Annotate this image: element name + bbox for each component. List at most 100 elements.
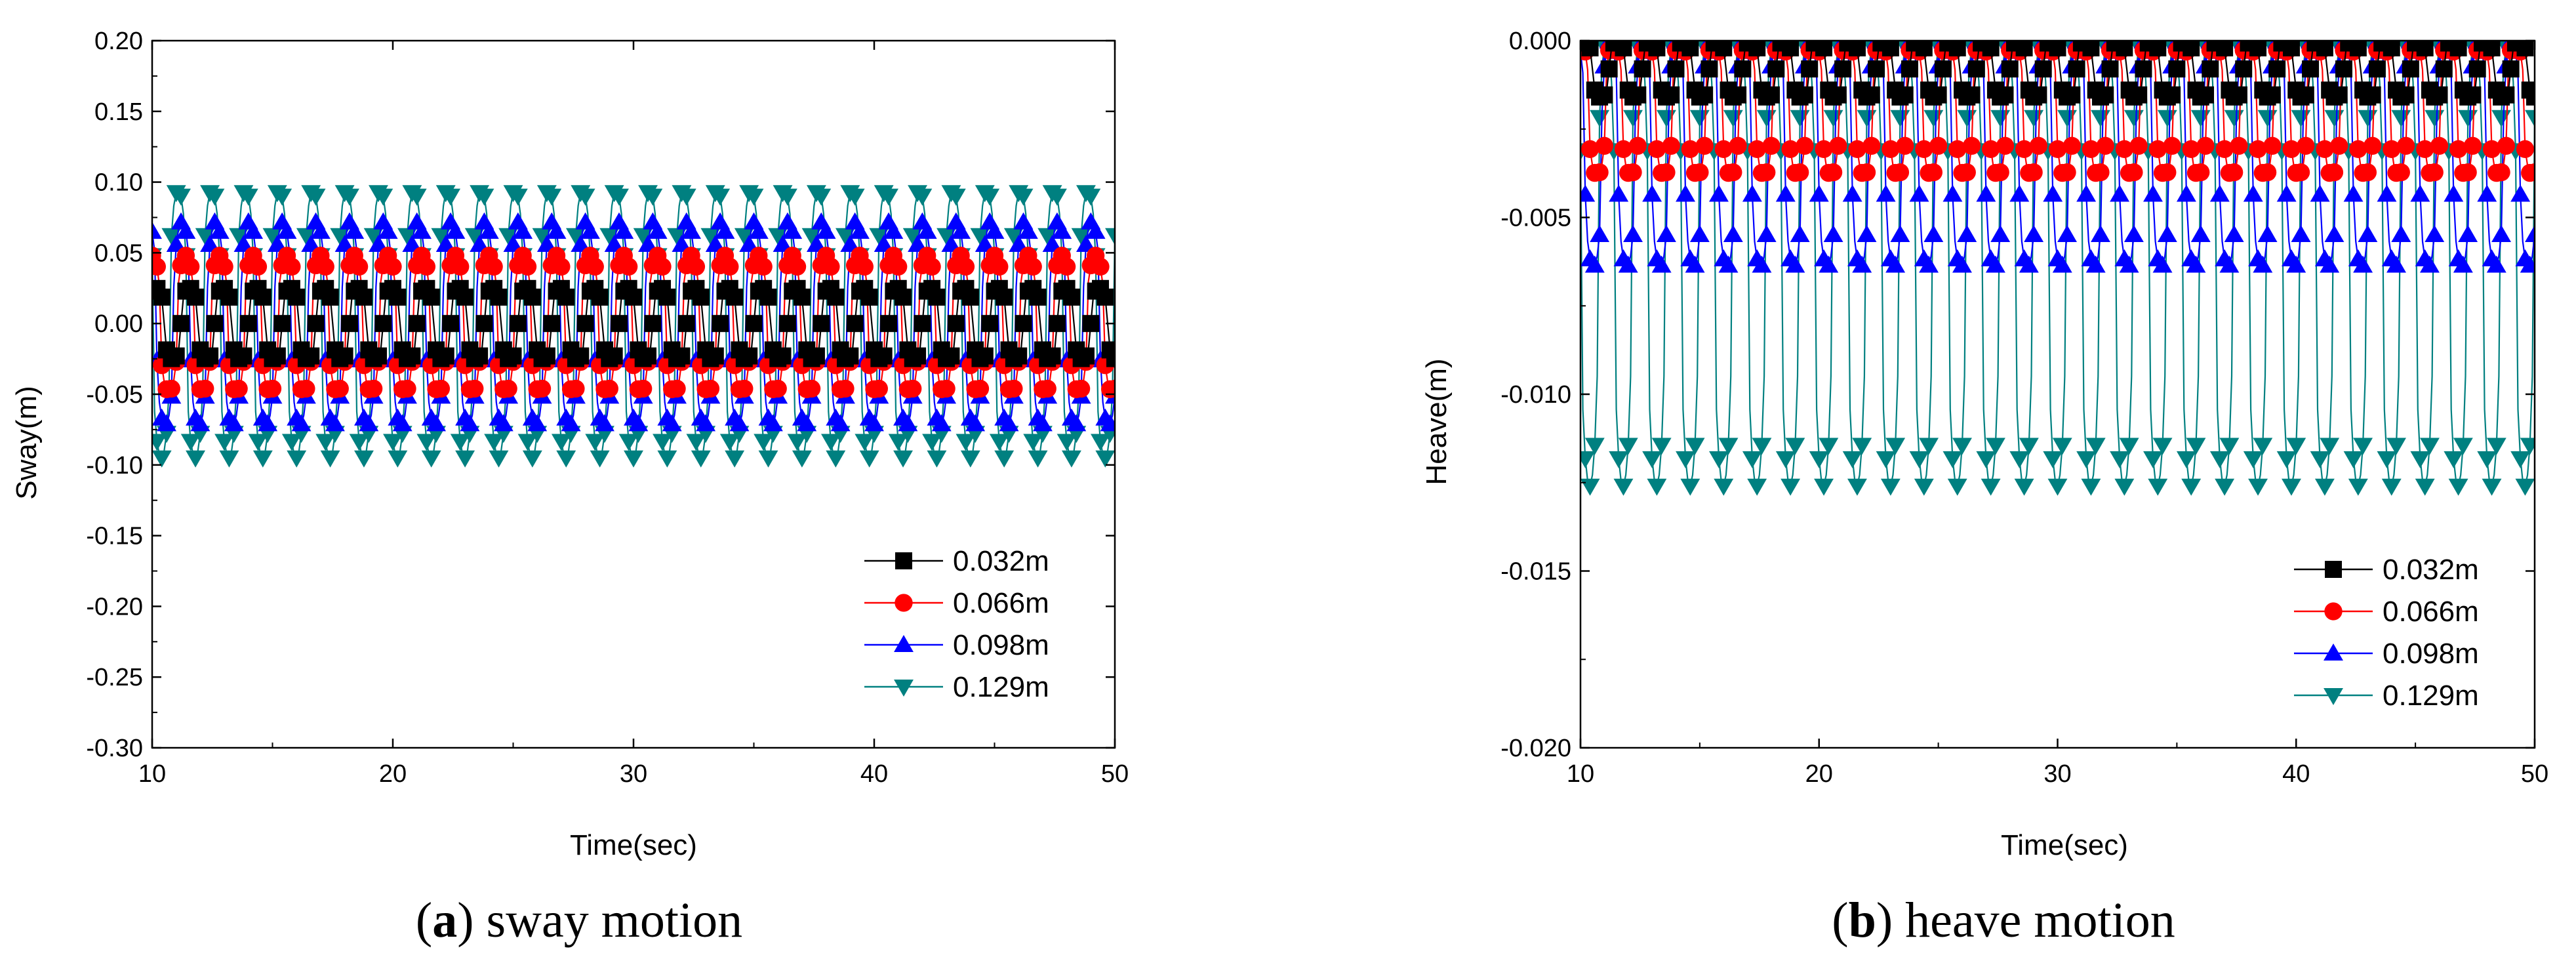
data-point (1748, 140, 1766, 158)
caption-letter-heave: b (1849, 893, 1876, 948)
data-point (2316, 140, 2334, 158)
data-point (2243, 451, 2263, 468)
data-point (2310, 184, 2330, 202)
data-point (745, 315, 763, 333)
data-point (2263, 86, 2281, 104)
data-point (167, 347, 185, 365)
data-point (634, 379, 653, 398)
data-point (687, 257, 706, 276)
legend-label: 0.098m (953, 629, 1049, 661)
x-tick-label: 10 (1567, 760, 1594, 788)
data-point (1819, 438, 1839, 455)
data-point (1752, 255, 1772, 273)
data-point (748, 222, 769, 239)
data-point (2420, 255, 2440, 273)
data-point (700, 228, 721, 245)
data-point (273, 315, 291, 333)
data-point (2152, 438, 2173, 455)
data-point (827, 288, 845, 306)
data-point (1662, 86, 1680, 104)
data-point (369, 235, 388, 253)
data-point (922, 434, 942, 451)
data-point (1580, 451, 1596, 468)
data-point (1834, 60, 1852, 78)
data-point (421, 450, 441, 468)
data-point (2526, 88, 2535, 106)
data-point (2392, 163, 2410, 182)
data-point (575, 188, 595, 206)
data-point (1657, 110, 1676, 127)
data-point (836, 379, 855, 398)
data-point (1985, 255, 2005, 273)
data-point (1057, 434, 1077, 451)
data-point (2186, 438, 2206, 455)
data-point (2024, 225, 2044, 243)
data-point (2052, 255, 2072, 273)
data-point (614, 222, 634, 239)
data-point (2024, 163, 2043, 182)
data-point (657, 450, 677, 468)
data-point (527, 414, 548, 432)
data-point (961, 288, 979, 306)
data-point (706, 347, 724, 365)
data-point (965, 414, 986, 432)
data-point (1929, 136, 1948, 155)
data-point (2024, 110, 2044, 127)
data-point (2464, 86, 2482, 104)
data-point (1647, 478, 1667, 496)
data-point (758, 450, 778, 468)
data-point (585, 434, 605, 451)
x-tick-label: 50 (1101, 760, 1129, 788)
data-point (2143, 184, 2163, 202)
data-point (2425, 225, 2445, 243)
data-point (252, 450, 273, 468)
data-point (2358, 110, 2378, 127)
legend-marker (894, 635, 914, 653)
data-point (1824, 163, 1843, 182)
data-point (793, 288, 811, 306)
chart-panel-sway: 0.20 0.15 0.10 0.05 0.00 -0.05 -0.10 -0.15 -0.20… (10, 28, 1129, 948)
data-point (557, 288, 575, 306)
data-point (1623, 225, 1643, 243)
legend-marker (895, 594, 913, 612)
data-point (268, 347, 286, 365)
data-point (816, 222, 836, 239)
data-point (782, 222, 803, 239)
data-point (1796, 136, 1814, 155)
data-point (1082, 315, 1100, 333)
data-point (1596, 86, 1613, 104)
data-point (1097, 288, 1114, 306)
caption-letter-sway: a (432, 893, 457, 948)
data-point (2282, 478, 2301, 496)
caption-text-sway: sway motion (487, 893, 743, 948)
data-point (2491, 225, 2512, 243)
data-point (1852, 255, 1872, 273)
data-point (2516, 41, 2534, 56)
data-point (1742, 184, 1762, 202)
data-point (618, 434, 639, 451)
data-point (2029, 136, 2048, 155)
data-point (1618, 255, 1638, 273)
data-point (2257, 110, 2278, 127)
data-point (2482, 140, 2501, 158)
data-point (187, 288, 205, 306)
data-point (2068, 60, 2085, 78)
data-point (1857, 110, 1877, 127)
data-point (1047, 188, 1067, 206)
data-point (2381, 478, 2402, 496)
data-point (152, 434, 167, 451)
data-point (1785, 438, 1805, 455)
data-point (1781, 478, 1801, 496)
data-point (2030, 86, 2047, 104)
data-point (1642, 451, 1662, 468)
data-point (1857, 163, 1876, 182)
data-point (1676, 451, 1695, 468)
data-point (1963, 86, 1981, 104)
data-point (1823, 225, 1843, 243)
data-point (1785, 255, 1805, 273)
data-point (1590, 110, 1610, 127)
data-point (2358, 225, 2378, 243)
data-point (2258, 163, 2277, 182)
data-point (2396, 136, 2415, 155)
